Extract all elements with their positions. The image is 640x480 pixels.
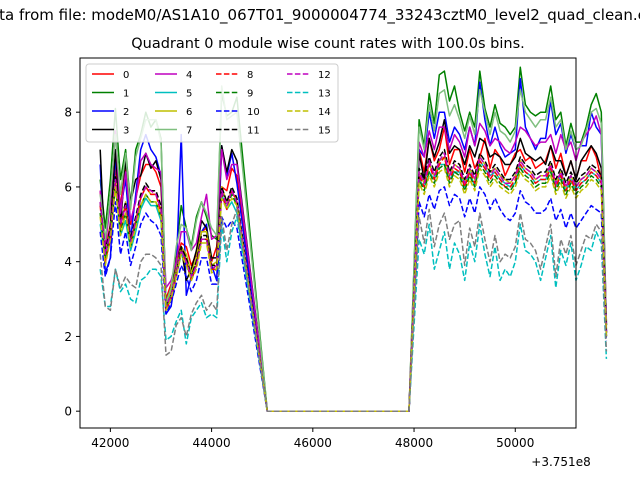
legend-label-2: 2 bbox=[123, 107, 129, 118]
y-tick-label: 2 bbox=[64, 330, 72, 344]
legend-label-1: 1 bbox=[123, 89, 129, 100]
y-tick-label: 6 bbox=[64, 180, 72, 194]
series-line-15 bbox=[99, 208, 608, 412]
legend-label-7: 7 bbox=[186, 126, 192, 137]
x-offset-label: +3.751e8 bbox=[531, 455, 590, 469]
y-tick-label: 8 bbox=[64, 106, 72, 120]
legend-label-5: 5 bbox=[186, 89, 192, 100]
legend-label-15: 15 bbox=[318, 126, 331, 137]
legend-label-6: 6 bbox=[186, 107, 192, 118]
legend-label-3: 3 bbox=[123, 126, 129, 137]
x-tick-label: 48000 bbox=[395, 436, 433, 450]
series-line-14 bbox=[99, 167, 608, 412]
legend-label-12: 12 bbox=[318, 70, 331, 81]
x-tick-label: 42000 bbox=[91, 436, 129, 450]
plot-frame bbox=[79, 57, 577, 429]
legend-label-0: 0 bbox=[123, 70, 129, 81]
legend-label-14: 14 bbox=[318, 107, 331, 118]
y-tick-label: 0 bbox=[64, 405, 72, 419]
series-line-11 bbox=[99, 148, 608, 412]
series-line-4 bbox=[99, 115, 608, 412]
chart-title: Quadrant 0 module wise count rates with … bbox=[131, 36, 525, 52]
legend-label-10: 10 bbox=[247, 107, 260, 118]
series-line-2 bbox=[99, 77, 608, 412]
legend-box bbox=[85, 63, 339, 143]
legend-label-13: 13 bbox=[318, 89, 331, 100]
series-line-12 bbox=[99, 152, 608, 412]
series-line-10 bbox=[99, 186, 608, 412]
legend-label-11: 11 bbox=[247, 126, 260, 137]
axes: 42000 44000 46000 48000 50000 0 2 4 6 8 bbox=[64, 106, 534, 450]
series-line-3 bbox=[99, 118, 608, 412]
series-line-13 bbox=[99, 216, 608, 412]
x-tick-label: 50000 bbox=[496, 436, 534, 450]
series-line-9 bbox=[99, 163, 608, 412]
y-tick-label: 4 bbox=[64, 255, 72, 269]
legend-label-8: 8 bbox=[247, 70, 253, 81]
x-tick-label: 44000 bbox=[192, 436, 230, 450]
legend-label-4: 4 bbox=[186, 70, 192, 81]
legend-label-9: 9 bbox=[247, 89, 253, 100]
x-tick-label: 46000 bbox=[294, 436, 332, 450]
chart-suptitle: Data from file: modeM0/AS1A10_067T01_900… bbox=[0, 6, 640, 24]
